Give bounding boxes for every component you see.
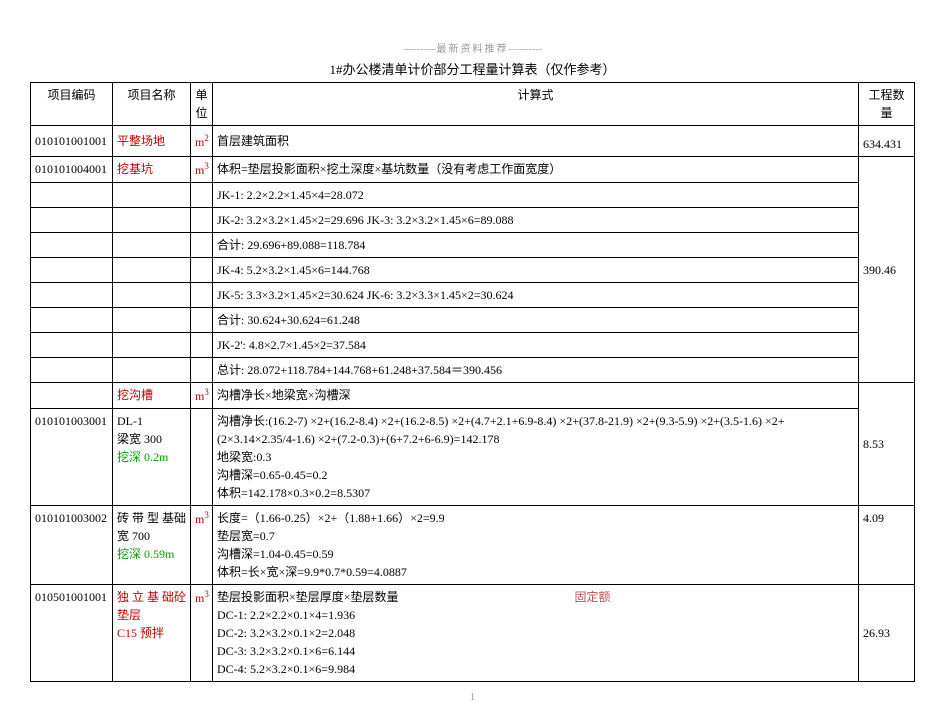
table-row: 010101003002 砖 带 型 基础 宽 700 挖深 0.59m m3 …	[31, 506, 915, 585]
cell-code: 010501001001	[31, 585, 113, 682]
table-row: 010101001001 平整场地 m2 首层建筑面积	[31, 126, 915, 133]
cell-qty: 8.53	[859, 383, 915, 506]
page-number: 1	[30, 692, 915, 703]
table-row: JK-1: 2.2×2.2×1.45×4=28.072	[31, 183, 915, 208]
cell-unit	[191, 409, 213, 506]
th-formula: 计算式	[213, 83, 859, 126]
cell-unit: m3	[191, 157, 213, 183]
cell-name: 平整场地	[113, 126, 191, 157]
table-row: 总计: 28.072+118.784+144.768+61.248+37.584…	[31, 358, 915, 383]
cell-name: 砖 带 型 基础 宽 700 挖深 0.59m	[113, 506, 191, 585]
table-row: JK-4: 5.2×3.2×1.45×6=144.768	[31, 258, 915, 283]
table-row: 010501001001 独 立 基 础砼垫层 C15 预拌 m3 垫层投影面积…	[31, 585, 915, 682]
cell-formula: 沟槽净长:(16.2-7) ×2+(16.2-8.4) ×2+(16.2-8.5…	[213, 409, 859, 506]
cell-formula: 体积=垫层投影面积×挖土深度×基坑数量（没有考虑工作面宽度）	[213, 157, 859, 183]
cell-formula: 首层建筑面积	[213, 126, 859, 157]
header-note: 最新资料推荐	[30, 40, 915, 55]
cell-qty: 4.09	[859, 506, 915, 585]
table-row: JK-2: 3.2×3.2×1.45×2=29.696 JK-3: 3.2×3.…	[31, 208, 915, 233]
cell-qty: 634.431	[859, 132, 915, 157]
table-row: 挖沟槽 m3 沟槽净长×地梁宽×沟槽深 8.53	[31, 383, 915, 409]
table-row: JK-5: 3.3×3.2×1.45×2=30.624 JK-6: 3.2×3.…	[31, 283, 915, 308]
cell-name: 挖基坑	[113, 157, 191, 183]
cell-formula: 合计: 29.696+89.088=118.784	[213, 233, 859, 258]
cell-unit: m2	[191, 126, 213, 157]
table-header-row: 项目编码 项目名称 单位 计算式 工程数量	[31, 83, 915, 126]
table-row: 合计: 30.624+30.624=61.248	[31, 308, 915, 333]
page-title: 1#办公楼清单计价部分工程量计算表（仅作参考）	[30, 59, 915, 78]
table-row: JK-2': 4.8×2.7×1.45×2=37.584	[31, 333, 915, 358]
cell-unit: m3	[191, 506, 213, 585]
table-row: 合计: 29.696+89.088=118.784	[31, 233, 915, 258]
cell-code: 010101003002	[31, 506, 113, 585]
cell-formula: JK-1: 2.2×2.2×1.45×4=28.072	[213, 183, 859, 208]
th-code: 项目编码	[31, 83, 113, 126]
cell-formula: 长度=（1.66-0.25）×2+（1.88+1.66）×2=9.9 垫层宽=0…	[213, 506, 859, 585]
cell-qty: 390.46	[859, 157, 915, 383]
cell-code	[31, 383, 113, 409]
fixed-quota-label: 固定额	[575, 590, 611, 604]
cell-formula: 垫层投影面积×垫层厚度×垫层数量 固定额 DC-1: 2.2×2.2×0.1×4…	[213, 585, 859, 682]
th-unit: 单位	[191, 83, 213, 126]
th-qty: 工程数量	[859, 83, 915, 126]
cell-unit: m3	[191, 383, 213, 409]
cell-code: 010101001001	[31, 126, 113, 157]
cell-formula: 总计: 28.072+118.784+144.768+61.248+37.584…	[213, 358, 859, 383]
cell-name: 挖沟槽	[113, 383, 191, 409]
cell-name: DL-1 梁宽 300 挖深 0.2m	[113, 409, 191, 506]
calculation-table: 项目编码 项目名称 单位 计算式 工程数量 010101001001 平整场地 …	[30, 82, 915, 682]
cell-code: 010101003001	[31, 409, 113, 506]
cell-name: 独 立 基 础砼垫层 C15 预拌	[113, 585, 191, 682]
cell-unit: m3	[191, 585, 213, 682]
cell-code: 010101004001	[31, 157, 113, 183]
cell-formula: 合计: 30.624+30.624=61.248	[213, 308, 859, 333]
th-name: 项目名称	[113, 83, 191, 126]
cell-formula: 沟槽净长×地梁宽×沟槽深	[213, 383, 859, 409]
table-row: 010101004001 挖基坑 m3 体积=垫层投影面积×挖土深度×基坑数量（…	[31, 157, 915, 183]
cell-qty: 26.93	[859, 585, 915, 682]
cell-formula: JK-4: 5.2×3.2×1.45×6=144.768	[213, 258, 859, 283]
cell-formula: JK-2: 3.2×3.2×1.45×2=29.696 JK-3: 3.2×3.…	[213, 208, 859, 233]
cell-formula: JK-2': 4.8×2.7×1.45×2=37.584	[213, 333, 859, 358]
cell-formula: JK-5: 3.3×3.2×1.45×2=30.624 JK-6: 3.2×3.…	[213, 283, 859, 308]
table-row: 010101003001 DL-1 梁宽 300 挖深 0.2m 沟槽净长:(1…	[31, 409, 915, 506]
